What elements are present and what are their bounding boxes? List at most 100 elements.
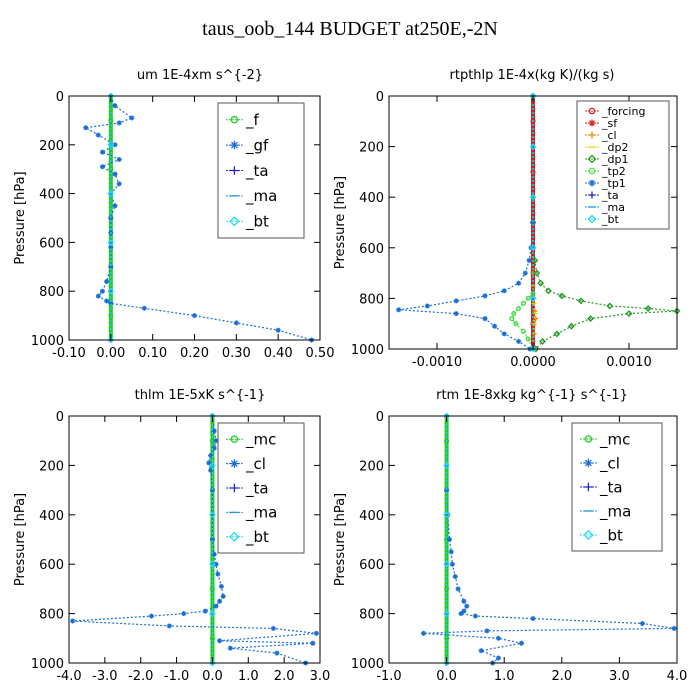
legend-marker [588, 191, 596, 199]
data-point [107, 336, 115, 344]
y-tick-label: 600 [359, 242, 384, 257]
panel-title: thlm 1E-5xK s^{-1} [135, 388, 266, 403]
data-point [529, 244, 537, 252]
data-point [530, 169, 536, 175]
data-point [444, 487, 450, 493]
data-point [141, 305, 147, 311]
data-point [516, 338, 522, 344]
legend-label: _bt [245, 528, 269, 547]
data-point [537, 279, 545, 287]
legend-label: _f [245, 111, 260, 130]
y-tick-label: 200 [359, 459, 384, 474]
legend-label: _dp2 [601, 141, 628, 154]
x-tick-label: -0.10 [52, 346, 86, 361]
legend-marker [584, 482, 593, 492]
data-point [181, 611, 187, 617]
data-point [213, 561, 219, 567]
y-axis-label: Pressure [hPa] [333, 493, 348, 586]
data-point [453, 298, 459, 304]
legend-label: _ta [245, 479, 269, 498]
data-point [209, 560, 216, 568]
data-point [270, 625, 276, 631]
legend-label: _cl [601, 129, 617, 142]
legend-marker [230, 140, 239, 150]
data-point [104, 298, 110, 304]
data-point [520, 328, 526, 334]
data-point [495, 655, 501, 661]
x-tick-label: 0.20 [180, 346, 209, 361]
legend-marker [584, 435, 593, 443]
legend: _mc _cl _ta _ma _bt [217, 422, 305, 554]
data-point [108, 264, 114, 270]
data-point [446, 537, 452, 542]
data-point [202, 608, 208, 614]
chart-panel-3: thlm 1E-5xK s^{-1} Pressure [hPa] -4.0 -3.0… [13, 388, 330, 684]
y-tick-label: 600 [39, 236, 64, 251]
x-tick-label: 0.0 [436, 669, 457, 684]
y-axis-label: Pressure [hPa] [333, 176, 348, 269]
data-point [529, 294, 537, 302]
legend-marker [588, 107, 596, 115]
data-point [116, 120, 122, 126]
data-point [166, 623, 172, 629]
data-point [558, 292, 566, 300]
data-point [148, 613, 154, 619]
legend-label: _ta [245, 162, 269, 181]
legend-label: _tp1 [601, 177, 626, 190]
data-point [443, 659, 451, 667]
y-tick-label: 200 [39, 459, 64, 474]
legend-label: _bt [599, 526, 623, 545]
data-point [107, 238, 115, 246]
y-tick-label: 0 [56, 410, 64, 425]
legend-label: _sf [601, 117, 618, 130]
data-point [520, 300, 526, 306]
data-point [211, 428, 217, 434]
data-point [448, 549, 454, 555]
series-layer [421, 412, 677, 667]
data-point [107, 287, 115, 295]
data-point [213, 438, 219, 444]
data-point [116, 181, 122, 187]
data-point [533, 316, 539, 322]
y-tick-label: 200 [39, 139, 64, 154]
x-tick-label: -4.0 [56, 669, 81, 684]
data-point [478, 648, 484, 654]
data-point [209, 461, 216, 469]
legend: _f _gf _ta _ma _bt [217, 102, 305, 239]
data-point [531, 257, 539, 264]
data-point [443, 461, 451, 469]
legend-label: _ta [599, 478, 623, 497]
data-point [464, 603, 470, 609]
legend-marker [587, 214, 597, 224]
x-tick-label: 0.0010 [606, 355, 652, 370]
data-point [522, 270, 528, 276]
data-point [274, 650, 280, 656]
y-tick-label: 1000 [351, 657, 384, 672]
data-point [95, 132, 101, 138]
y-tick-label: 1000 [351, 343, 384, 358]
y-tick-label: 800 [359, 608, 384, 623]
data-point [99, 164, 105, 170]
data-point [509, 316, 515, 322]
panel-title: rtpthlp 1E-4x(kg K)/(kg s) [450, 68, 615, 83]
data-point [108, 117, 114, 123]
data-point [220, 593, 226, 599]
data-point [529, 345, 537, 353]
data-point [452, 574, 458, 580]
legend-marker [230, 483, 239, 493]
x-tick-label: 2.0 [551, 669, 572, 684]
data-point [227, 645, 233, 651]
data-point [313, 630, 319, 636]
data-point [518, 640, 524, 646]
data-point [567, 322, 575, 330]
data-point [482, 293, 488, 299]
legend-label: _bt [245, 213, 269, 232]
legend-marker [583, 529, 594, 541]
data-point [530, 220, 536, 225]
legend-label: _mc [245, 430, 276, 449]
x-tick-label: -3.0 [92, 669, 117, 684]
legend-marker [229, 531, 240, 542]
x-tick-label: 2.0 [274, 669, 295, 684]
data-point [530, 616, 536, 622]
